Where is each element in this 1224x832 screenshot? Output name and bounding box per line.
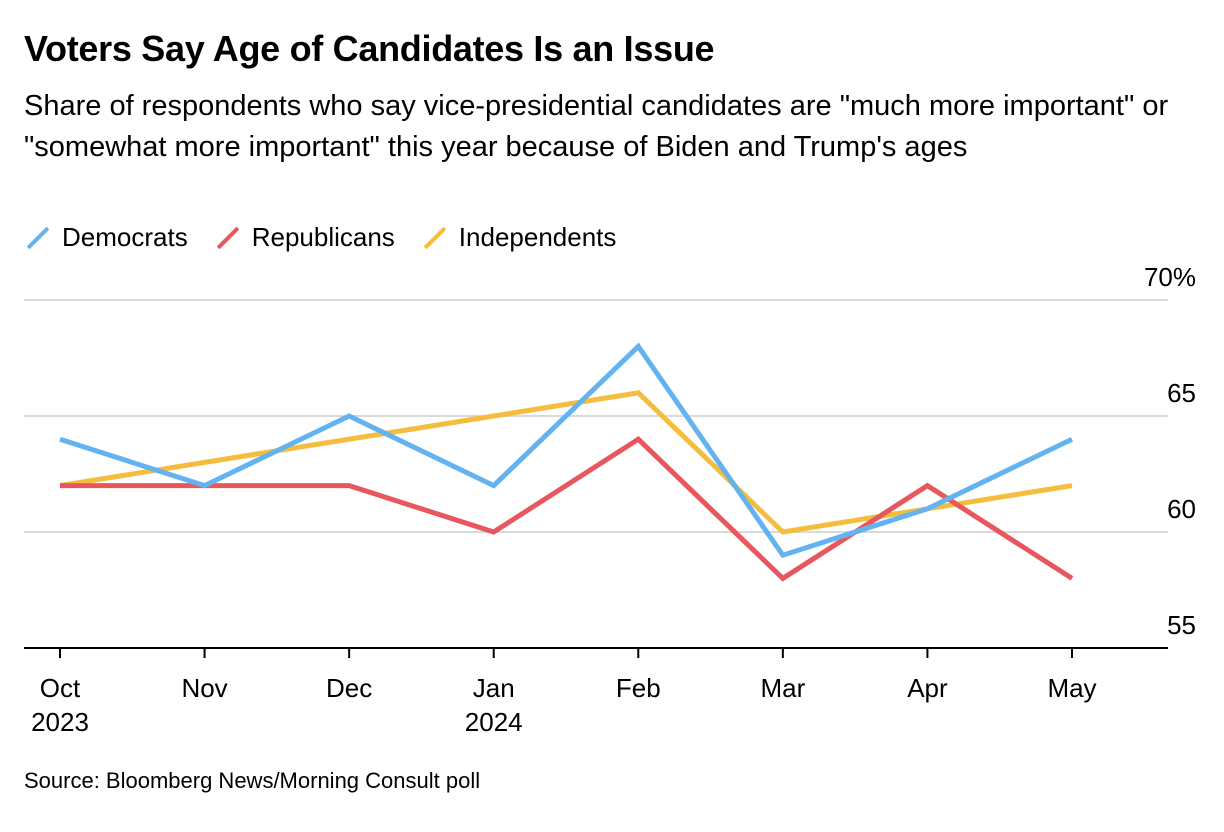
x-tick-label-line: Dec	[326, 673, 372, 703]
x-tick-label-line: Nov	[181, 673, 227, 703]
x-tick-label-line: May	[1047, 673, 1096, 703]
chart-title: Voters Say Age of Candidates Is an Issue	[24, 28, 715, 69]
legend-item-independents: Independents	[421, 222, 617, 253]
y-tick-label-60: 60	[1167, 494, 1196, 524]
x-tick-label-line: Feb	[616, 673, 661, 703]
x-tick-label-0: Oct 2023	[31, 673, 89, 737]
x-tick-label-3: Jan 2024	[465, 673, 523, 737]
x-tick-label-7: May	[1047, 673, 1096, 703]
series-line-democrats	[59, 342, 1074, 559]
chart-subtitle: Share of respondents who say vice-presid…	[24, 90, 1169, 163]
legend-item-republicans: Republicans	[214, 222, 395, 253]
y-tick-label-70: 70%	[1144, 262, 1196, 292]
x-tick-label-1: Nov	[181, 673, 227, 703]
y-tick-label-55: 55	[1167, 610, 1196, 640]
x-tick-label-line: 2024	[465, 707, 523, 737]
x-tick-label-line: Oct	[40, 673, 81, 703]
legend-item-democrats: Democrats	[24, 222, 188, 253]
x-tick-label-5: Mar	[760, 673, 805, 703]
x-tick-label-line: Jan	[473, 673, 515, 703]
y-tick-label-65: 65	[1167, 378, 1196, 408]
x-tick-label-6: Apr	[907, 673, 948, 703]
source-note: Source: Bloomberg News/Morning Consult p…	[24, 768, 481, 793]
legend-label-independents: Independents	[458, 222, 617, 252]
series-line-independents	[59, 390, 1073, 535]
legend: Democrats Republicans Independents	[24, 222, 642, 253]
x-tick-label-line: 2023	[31, 707, 89, 737]
series-line-republicans	[60, 436, 1074, 582]
x-tick-label-line: Mar	[760, 673, 805, 703]
x-tick-label-4: Feb	[616, 673, 661, 703]
x-tick-label-line: Apr	[907, 673, 948, 703]
x-tick-label-2: Dec	[326, 673, 372, 703]
legend-label-republicans: Republicans	[251, 222, 395, 252]
legend-label-democrats: Democrats	[62, 222, 188, 252]
